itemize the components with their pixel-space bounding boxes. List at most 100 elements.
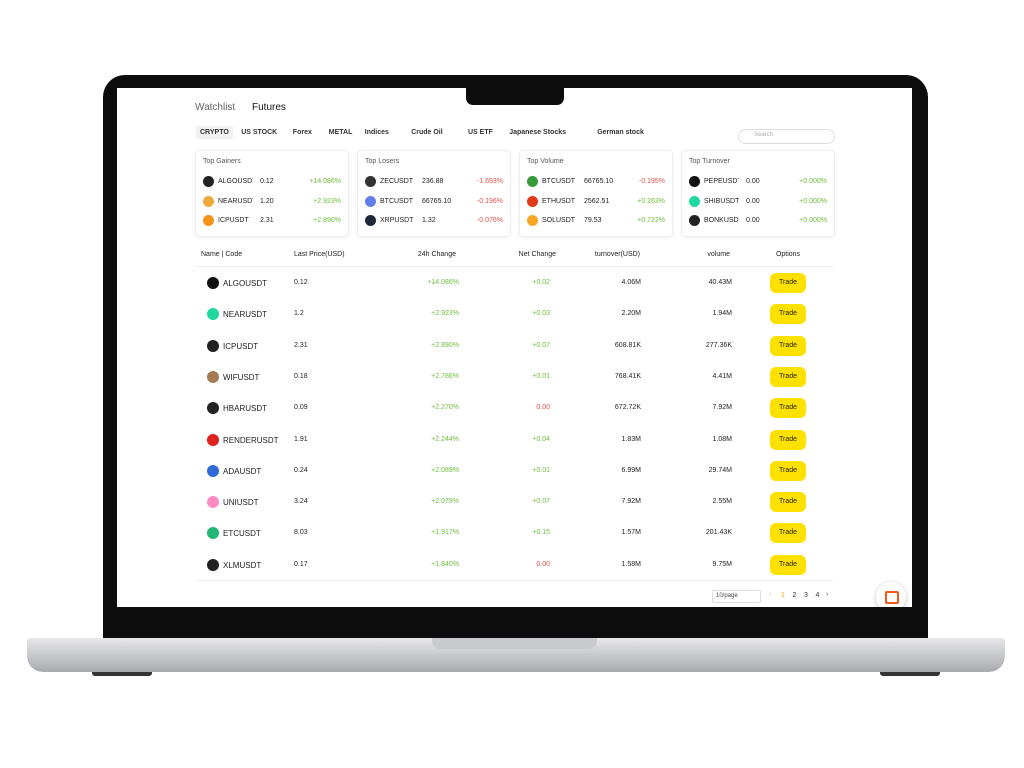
trade-button[interactable]: Trade [770,492,806,513]
category-tab[interactable]: METAL [328,129,353,136]
coin-icon [207,370,219,383]
table-divider [195,580,833,581]
coin-price: 2.31 [260,217,274,224]
trade-button[interactable]: Trade [770,304,806,325]
page-number[interactable]: 2 [792,592,797,599]
last-price: 8.03 [294,529,308,537]
coin-icon [527,215,538,226]
coin-name: ICPUSDT [223,341,259,351]
change-24h: +2.244% [431,435,459,443]
last-price: 0.17 [294,560,308,568]
coin-name: SHIBUSDT [704,197,739,205]
coin-change: -1.693% [476,178,503,185]
search-box[interactable]: Search [738,129,835,144]
summary-card: Top Losers ZECUSDT 236.88 -1.693% BTCUSDT 667… [357,150,511,237]
category-tab[interactable]: US STOCK [241,129,278,136]
coin-icon [689,176,700,187]
trade-button[interactable]: Trade [770,429,806,450]
trade-button[interactable]: Trade [770,335,806,356]
coin-icon [365,176,376,187]
laptop-foot [880,672,940,676]
coin-name: ALGOUSDT [223,279,268,288]
coin-icon [207,527,219,540]
prev-page[interactable]: ‹ [769,591,772,598]
trade-button[interactable]: Trade [770,366,806,387]
change-24h: +2.078% [431,498,459,506]
trade-button[interactable]: Trade [770,523,806,544]
last-price: 3.24 [294,498,308,506]
net-change: +0.03 [532,310,550,318]
coin-icon [203,176,214,187]
coin-change: +14.086% [309,178,341,185]
laptop-groove [432,638,597,649]
coin-name: NEARUSDT [223,310,268,320]
change-24h: +14.086% [427,279,459,286]
coin-name: BTCUSDT [380,197,414,205]
page-number[interactable]: 1 [781,592,785,599]
last-price: 1.2 [294,310,304,318]
chat-button[interactable] [876,582,906,607]
page-number[interactable]: 3 [804,592,808,599]
net-change: +0.07 [532,341,550,349]
card-title: Top Gainers [203,158,241,165]
category-tab[interactable]: CRYPTO [196,126,233,139]
volume: 277.36K [705,341,732,349]
coin-name: ADAUSDT [223,466,262,476]
category-tab[interactable]: German stock [597,129,644,136]
coin-price: 66765.10 [584,178,614,185]
category-tab[interactable]: US ETF [468,129,493,136]
coin-name: ALGOUSDT [218,178,253,185]
category-tab[interactable]: Forex [292,129,312,136]
coin-price: 66765.10 [422,197,452,205]
turnover: 1.57M [621,529,641,537]
category-tab[interactable]: Japanese Stocks [509,129,566,136]
coin-change: -0.195% [638,178,665,185]
page-number[interactable]: 4 [815,592,820,599]
category-tab[interactable]: Indices [364,129,389,136]
table-header: Options [775,251,801,258]
coin-name: ETCUSDT [223,529,261,539]
tab[interactable]: Watchlist [195,102,236,113]
coin-change: -0.196% [476,197,503,205]
next-page[interactable]: › [826,591,829,598]
chat-icon [885,591,899,604]
table-header: Last Price(USD) [294,251,345,258]
trade-button[interactable]: Trade [770,460,806,481]
turnover: 4.06M [621,279,641,286]
volume: 9.75M [712,560,732,568]
coin-icon [365,195,376,207]
trade-button[interactable]: Trade [770,273,806,293]
coin-name: UNIUSDT [223,498,259,508]
screen: Watchlist Futures CRYPTO US STOCK Forex METAL… [117,88,912,607]
trade-button[interactable]: Trade [770,398,806,419]
last-price: 0.24 [294,466,308,474]
coin-name: RENDERUSDT [223,435,279,445]
net-change: +0.01 [532,466,550,474]
summary-card: Top Gainers ALGOUSDT 0.12 +14.086% NEARUSDT 1… [195,150,349,237]
net-change: +0.04 [532,435,550,443]
change-24h: +1.917% [431,529,459,537]
tab[interactable]: Futures [252,102,286,113]
net-change: 0.00 [536,560,550,568]
coin-icon [689,215,700,226]
trade-button[interactable]: Trade [770,554,806,575]
coin-name: NEARUSDT [218,197,253,205]
coin-price: 236.88 [422,178,444,185]
summary-card: Top Turnover PEPEUSDT 0.00 +0.000% SHIBUSDT 0… [681,150,835,237]
coin-name: BONKUSDT [704,217,739,224]
camera-notch [466,88,564,105]
last-price: 0.09 [294,404,308,412]
coin-change: +0.000% [799,197,827,205]
coin-change: +2.890% [313,217,341,224]
coin-price: 0.00 [746,217,760,224]
coin-change: +0.000% [799,217,827,224]
coin-icon [207,558,219,571]
turnover: 672.72K [614,404,641,412]
coin-change: +0.263% [637,197,665,205]
turnover: 1.58M [621,560,641,568]
coin-icon [203,195,214,207]
page-size-select[interactable]: 10/page [712,590,761,603]
net-change: +0.01 [532,372,550,380]
category-tab[interactable]: Crude Oil [411,129,443,136]
